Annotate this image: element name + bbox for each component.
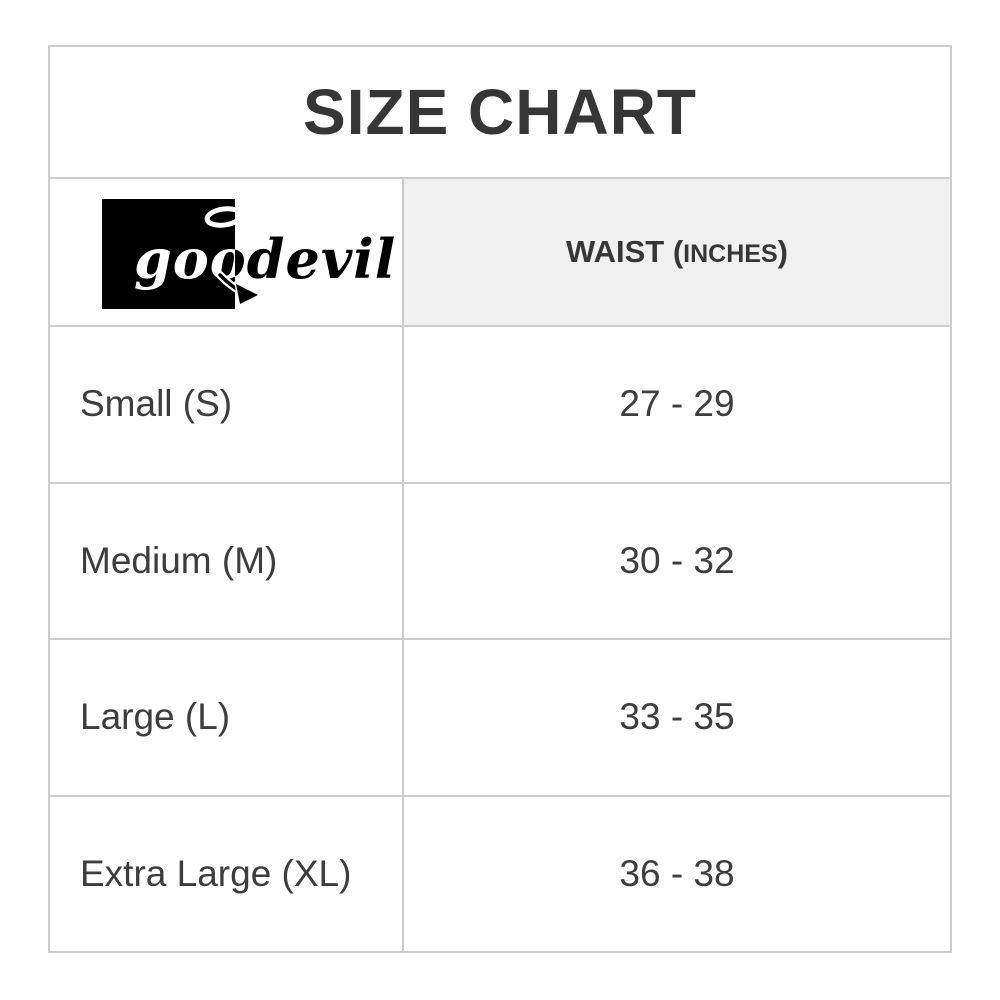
logo-black-box xyxy=(102,199,235,309)
waist-cell: 33 - 35 xyxy=(402,638,950,795)
waist-unit-label: INCHES xyxy=(683,240,778,268)
size-cell: Small (S) xyxy=(50,325,402,482)
waist-label: WAIST ( xyxy=(566,234,684,269)
waist-column-header: WAIST (INCHES) xyxy=(566,234,788,270)
size-chart-table: SIZE CHART goodevil goodevil WAIST (INCH… xyxy=(48,45,952,953)
waist-value: 33 - 35 xyxy=(619,696,735,738)
size-label: Medium (M) xyxy=(80,539,278,581)
waist-cell: 27 - 29 xyxy=(402,325,950,482)
waist-cell: 30 - 32 xyxy=(402,481,950,638)
waist-value: 27 - 29 xyxy=(619,383,735,425)
brand-header-cell: goodevil goodevil xyxy=(50,177,402,325)
size-label: Small (S) xyxy=(80,383,233,425)
halo-icon xyxy=(204,206,244,228)
waist-value: 30 - 32 xyxy=(619,539,735,581)
goodevil-logo: goodevil goodevil xyxy=(50,179,402,325)
size-label: Extra Large (XL) xyxy=(80,852,352,894)
size-cell: Extra Large (XL) xyxy=(50,794,402,952)
waist-label-close: ) xyxy=(777,234,788,269)
waist-cell: 36 - 38 xyxy=(402,794,950,951)
size-cell: Large (L) xyxy=(50,638,402,795)
size-label: Large (L) xyxy=(80,696,231,738)
title-row: SIZE CHART xyxy=(50,47,950,177)
devil-tail-arrow-icon xyxy=(216,271,262,307)
page-title: SIZE CHART xyxy=(303,76,697,148)
waist-value: 36 - 38 xyxy=(619,852,735,894)
waist-header-cell: WAIST (INCHES) xyxy=(402,177,950,325)
size-cell: Medium (M) xyxy=(50,481,402,639)
brand-name-black-part: goodevil xyxy=(134,227,397,291)
